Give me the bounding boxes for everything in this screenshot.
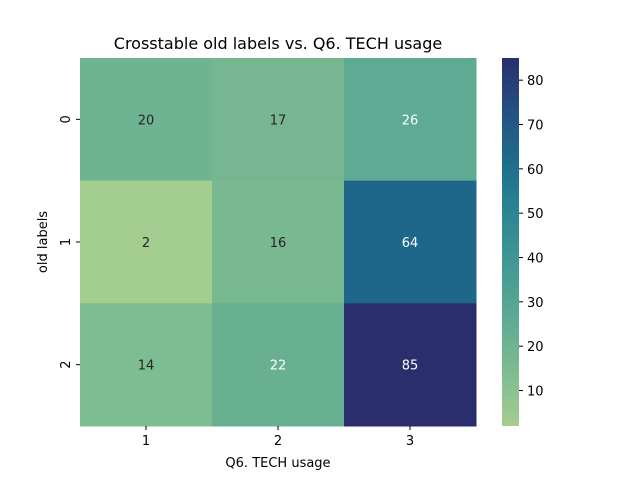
x-axis: 1 2 3 — [142, 426, 414, 449]
colorbar-gradient — [502, 58, 519, 426]
colorbar-tick-label: 40 — [527, 252, 544, 267]
x-tick-label: 2 — [274, 434, 282, 449]
y-axis: 0 1 2 — [59, 115, 80, 369]
y-tick-label: 2 — [59, 361, 74, 369]
x-axis-label: Q6. TECH usage — [225, 456, 330, 471]
colorbar-tick-label: 70 — [527, 119, 544, 134]
y-axis-label: old labels — [36, 211, 51, 273]
heatmap-cell — [80, 180, 213, 304]
heatmap-cell — [80, 303, 213, 427]
colorbar-tick-label: 50 — [527, 207, 544, 222]
heatmap-cell — [212, 303, 345, 427]
colorbar: 10 20 30 40 50 60 70 80 — [502, 58, 544, 426]
cell-value-label: 26 — [402, 113, 419, 128]
heatmap-cell — [212, 180, 345, 304]
cell-value-label: 22 — [270, 359, 287, 374]
colorbar-tick-label: 80 — [527, 74, 544, 89]
cell-value-label: 20 — [138, 113, 155, 128]
heatmap-cell — [212, 58, 345, 182]
chart-title: Crosstable old labels vs. Q6. TECH usage — [114, 34, 442, 53]
heatmap-cell — [344, 180, 477, 304]
colorbar-tick-label: 10 — [527, 385, 544, 400]
cell-value-label: 14 — [138, 359, 155, 374]
colorbar-tick-label: 60 — [527, 163, 544, 178]
colorbar-tick-label: 20 — [527, 340, 544, 355]
y-tick-label: 0 — [59, 115, 74, 123]
heatmap-cell — [80, 58, 213, 182]
cell-value-label: 16 — [270, 236, 287, 251]
cell-value-label: 2 — [142, 236, 150, 251]
cell-value-label: 64 — [402, 236, 419, 251]
heatmap-cell — [344, 58, 477, 182]
x-tick-label: 3 — [406, 434, 414, 449]
cell-value-label: 85 — [402, 359, 419, 374]
heatmap-cells: 20 17 26 2 16 64 14 22 85 — [80, 58, 477, 427]
heatmap-cell — [344, 303, 477, 427]
y-tick-label: 1 — [59, 238, 74, 246]
colorbar-tick-label: 30 — [527, 296, 544, 311]
colorbar-ticks: 10 20 30 40 50 60 70 80 — [519, 74, 544, 400]
x-tick-label: 1 — [142, 434, 150, 449]
cell-value-label: 17 — [270, 113, 287, 128]
